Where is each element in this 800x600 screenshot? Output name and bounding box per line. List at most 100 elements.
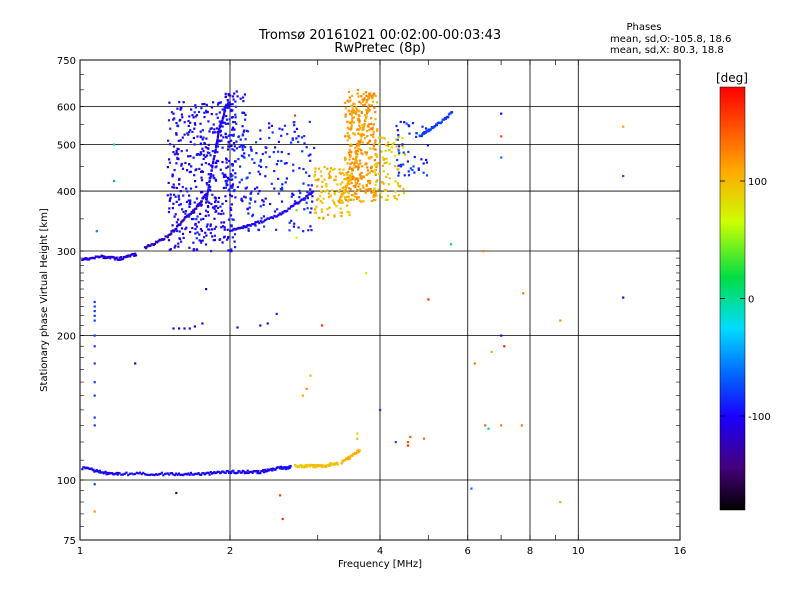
data-point <box>231 183 235 186</box>
data-point <box>170 111 174 114</box>
data-point <box>229 94 232 97</box>
data-point <box>199 212 202 215</box>
data-point <box>268 136 271 140</box>
data-point <box>246 130 250 133</box>
data-point <box>231 178 234 181</box>
data-point <box>95 469 98 472</box>
data-point <box>281 128 284 131</box>
data-point <box>209 154 212 157</box>
data-point <box>93 381 96 384</box>
data-point <box>368 182 372 185</box>
data-point <box>329 167 333 170</box>
data-point <box>425 161 429 164</box>
data-point <box>234 246 237 249</box>
data-point <box>181 208 184 211</box>
data-point <box>363 119 367 122</box>
data-point <box>213 155 216 158</box>
data-point <box>302 197 306 200</box>
data-point <box>399 163 402 167</box>
data-point <box>225 470 228 473</box>
data-point <box>224 92 227 95</box>
data-point <box>358 142 361 145</box>
data-point <box>347 170 350 173</box>
data-point <box>311 195 314 198</box>
data-point <box>349 154 352 157</box>
data-point <box>164 235 167 238</box>
data-point <box>407 150 410 153</box>
data-point <box>183 473 186 476</box>
data-point <box>212 471 215 475</box>
data-point <box>323 190 327 193</box>
data-point <box>366 169 369 172</box>
data-point <box>190 165 193 168</box>
data-point <box>187 133 190 136</box>
data-point <box>394 441 397 444</box>
data-point <box>356 196 359 199</box>
data-point <box>333 167 336 171</box>
data-point <box>449 243 453 246</box>
data-point <box>241 200 244 203</box>
data-point <box>245 471 248 475</box>
data-point <box>293 114 297 117</box>
data-point <box>259 205 262 208</box>
data-point <box>435 124 438 127</box>
data-point <box>149 244 152 247</box>
data-point <box>215 127 219 130</box>
data-point <box>338 198 341 201</box>
data-point <box>366 130 369 133</box>
data-point <box>171 173 174 176</box>
data-point <box>301 394 304 397</box>
data-point <box>372 145 375 148</box>
data-point <box>221 241 224 244</box>
data-point <box>321 201 324 204</box>
data-point <box>203 473 206 476</box>
data-point <box>196 472 199 476</box>
data-point <box>200 200 203 203</box>
data-point <box>359 162 362 165</box>
data-point <box>193 325 196 328</box>
data-point <box>289 464 292 468</box>
data-point <box>193 143 196 146</box>
data-point <box>333 191 336 194</box>
data-point <box>108 255 111 259</box>
data-point <box>182 194 185 197</box>
data-point <box>210 113 213 116</box>
data-point <box>367 107 370 110</box>
data-point <box>179 190 182 193</box>
data-point <box>377 188 380 191</box>
data-point <box>316 198 319 202</box>
data-point <box>309 153 312 156</box>
data-point <box>274 146 277 149</box>
data-point <box>183 133 186 136</box>
data-point <box>397 184 400 187</box>
data-point <box>356 449 359 453</box>
data-point <box>341 194 344 197</box>
data-point <box>358 121 361 124</box>
data-point <box>171 224 174 227</box>
data-point <box>203 196 206 199</box>
data-point <box>93 424 96 427</box>
data-point <box>241 226 244 230</box>
data-point <box>348 154 351 157</box>
data-point <box>426 144 429 147</box>
data-point <box>198 167 201 170</box>
data-point <box>315 465 318 469</box>
data-point <box>180 164 183 167</box>
data-point <box>275 163 278 166</box>
data-point <box>208 151 211 155</box>
data-point <box>393 195 396 198</box>
data-point <box>334 178 337 181</box>
data-point <box>242 130 245 133</box>
data-point <box>181 232 185 235</box>
data-point <box>221 161 224 164</box>
data-point <box>222 116 225 119</box>
data-point <box>413 171 416 174</box>
data-point <box>360 171 363 174</box>
data-point <box>281 517 284 521</box>
data-point <box>406 444 410 447</box>
data-point <box>327 172 331 175</box>
data-point <box>173 215 176 218</box>
data-point <box>303 142 306 145</box>
data-point <box>154 473 157 476</box>
data-point <box>470 487 473 490</box>
